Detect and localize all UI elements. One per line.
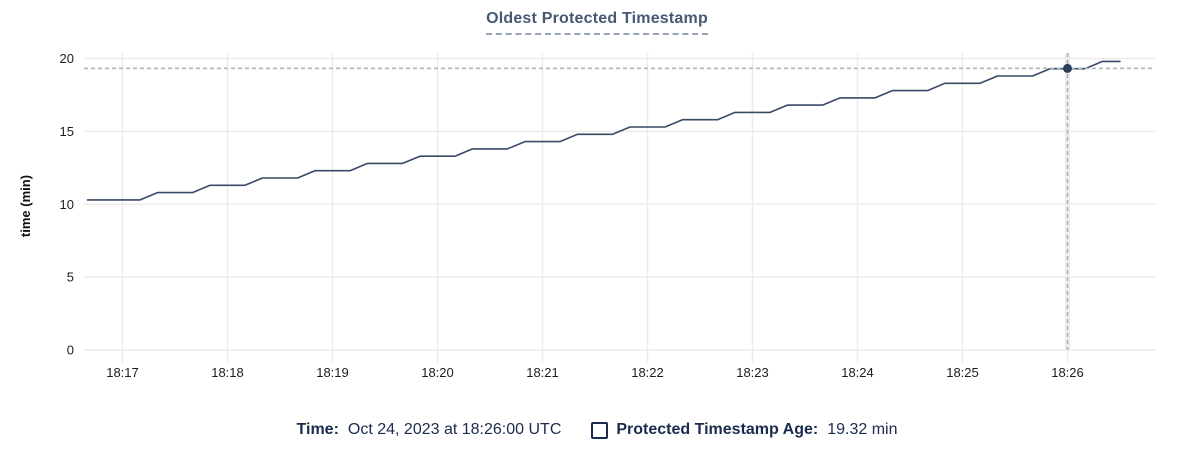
series-line	[86, 60, 1121, 201]
legend-series-label[interactable]: Protected Timestamp Age:	[616, 421, 819, 438]
x-tick-label: 18:23	[736, 365, 769, 380]
legend-time-value: Oct 24, 2023 at 18:26:00 UTC	[347, 421, 562, 438]
chart-title[interactable]: Oldest Protected Timestamp	[486, 10, 708, 35]
chart-header: Oldest Protected Timestamp	[0, 10, 1194, 35]
plot-hover-area[interactable]	[84, 53, 1155, 350]
x-tick-label: 18:17	[106, 365, 139, 380]
x-tick-label: 18:19	[316, 365, 349, 380]
legend-time-label: Time:	[296, 421, 339, 438]
x-tick-label: 18:18	[211, 365, 244, 380]
y-tick-label: 0	[67, 343, 74, 358]
cursor-layer	[84, 53, 1155, 350]
x-tick-label: 18:24	[841, 365, 874, 380]
x-tick-label: 18:21	[526, 365, 559, 380]
axis-layer: 0 5 10 15 20 18:17 18:18 18:19 18:20 18:21 18:22 18…	[60, 51, 1084, 380]
x-tick-label: 18:26	[1051, 365, 1084, 380]
y-axis-title: time (min)	[18, 175, 33, 237]
x-tick-label: 18:20	[421, 365, 454, 380]
y-tick-label: 10	[60, 197, 74, 212]
legend-row: Time: Oct 24, 2023 at 18:26:00 UTC Prote…	[0, 421, 1194, 439]
legend-series-value: 19.32 min	[827, 421, 898, 438]
hover-point-dot	[1063, 63, 1072, 73]
x-tick-label: 18:25	[946, 365, 979, 380]
grid-layer	[84, 53, 1155, 363]
x-tick-label: 18:22	[631, 365, 664, 380]
y-tick-label: 15	[60, 124, 74, 139]
plot-svg: 0 5 10 15 20 18:17 18:18 18:19 18:20 18:21 18:22 18…	[18, 51, 1155, 380]
series-layer	[86, 60, 1121, 201]
y-tick-label: 20	[60, 51, 74, 66]
y-tick-label: 5	[67, 270, 74, 285]
series-toggle-checkbox[interactable]	[591, 421, 609, 439]
